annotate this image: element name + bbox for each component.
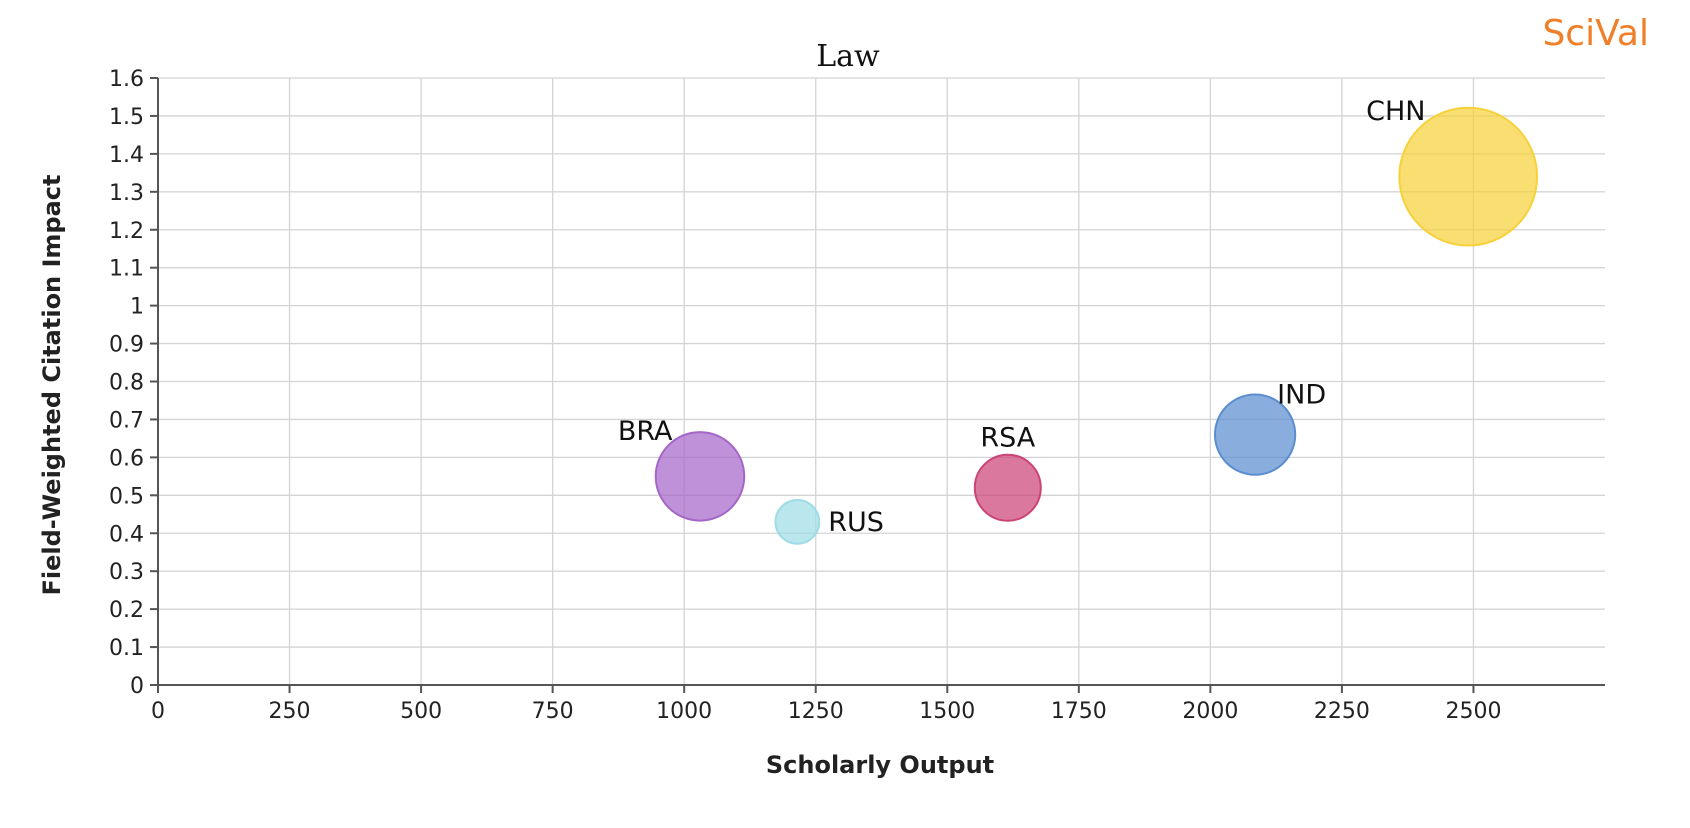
y-tick-label: 1.6 [109, 67, 144, 92]
bubble-label-ind: IND [1277, 379, 1326, 410]
x-tick-label: 0 [151, 699, 165, 724]
y-tick-label: 1.2 [109, 219, 144, 244]
bubble-bra [654, 431, 746, 522]
y-tick-label: 1.5 [109, 105, 144, 130]
chart-title: Law [816, 39, 880, 74]
y-tick-label: 0.2 [109, 598, 144, 623]
bubbles [654, 106, 1539, 545]
x-tick-label: 2500 [1445, 699, 1501, 724]
y-tick-label: 0.3 [109, 560, 144, 585]
y-tick-label: 0.4 [109, 522, 144, 547]
x-tick-label: 2250 [1314, 699, 1370, 724]
y-tick-label: 0.9 [109, 333, 144, 358]
y-axis-ticks: 0 0.1 0.2 0.3 0.4 0.5 0.6 0.7 0.8 0.9 1 1.1 1.2 1.3 1.… [109, 67, 158, 699]
x-axis-ticks: 0 250 500 750 1000 1250 1500 1750 2000 2250 2500 [151, 685, 1501, 724]
x-tick-label: 1750 [1051, 699, 1107, 724]
x-tick-label: 1250 [788, 699, 844, 724]
bubble-label-bra: BRA [618, 416, 673, 447]
y-tick-label: 0 [130, 674, 144, 699]
y-tick-label: 0.6 [109, 446, 144, 471]
x-axis-title: Scholarly Output [766, 751, 994, 779]
x-tick-label: 1000 [656, 699, 712, 724]
y-tick-label: 1 [130, 295, 144, 320]
scival-logo: SciVal [1542, 13, 1649, 54]
y-tick-label: 1.1 [109, 257, 144, 282]
y-tick-label: 1.3 [109, 181, 144, 206]
x-tick-label: 500 [400, 699, 442, 724]
bubble-label-chn: CHN [1366, 96, 1425, 127]
y-tick-label: 0.8 [109, 371, 144, 396]
bubble-label-rus: RUS [828, 507, 884, 538]
y-axis-title: Field-Weighted Citation Impact [38, 174, 66, 595]
x-tick-label: 250 [269, 699, 311, 724]
y-tick-label: 1.4 [109, 143, 144, 168]
y-tick-label: 0.1 [109, 636, 144, 661]
bubble-rsa [973, 453, 1042, 522]
grid [157, 77, 1605, 686]
x-tick-label: 750 [532, 699, 574, 724]
bubble-labels: BRA RUS RSA IND CHN [618, 96, 1426, 538]
x-tick-label: 1500 [919, 699, 975, 724]
y-tick-label: 0.5 [109, 484, 144, 509]
bubble-ind [1213, 393, 1297, 476]
bubble-label-rsa: RSA [980, 423, 1035, 454]
bubble-rus [774, 498, 821, 545]
bubble-chn [1398, 106, 1539, 247]
y-tick-label: 0.7 [109, 408, 144, 433]
x-tick-label: 2000 [1182, 699, 1238, 724]
